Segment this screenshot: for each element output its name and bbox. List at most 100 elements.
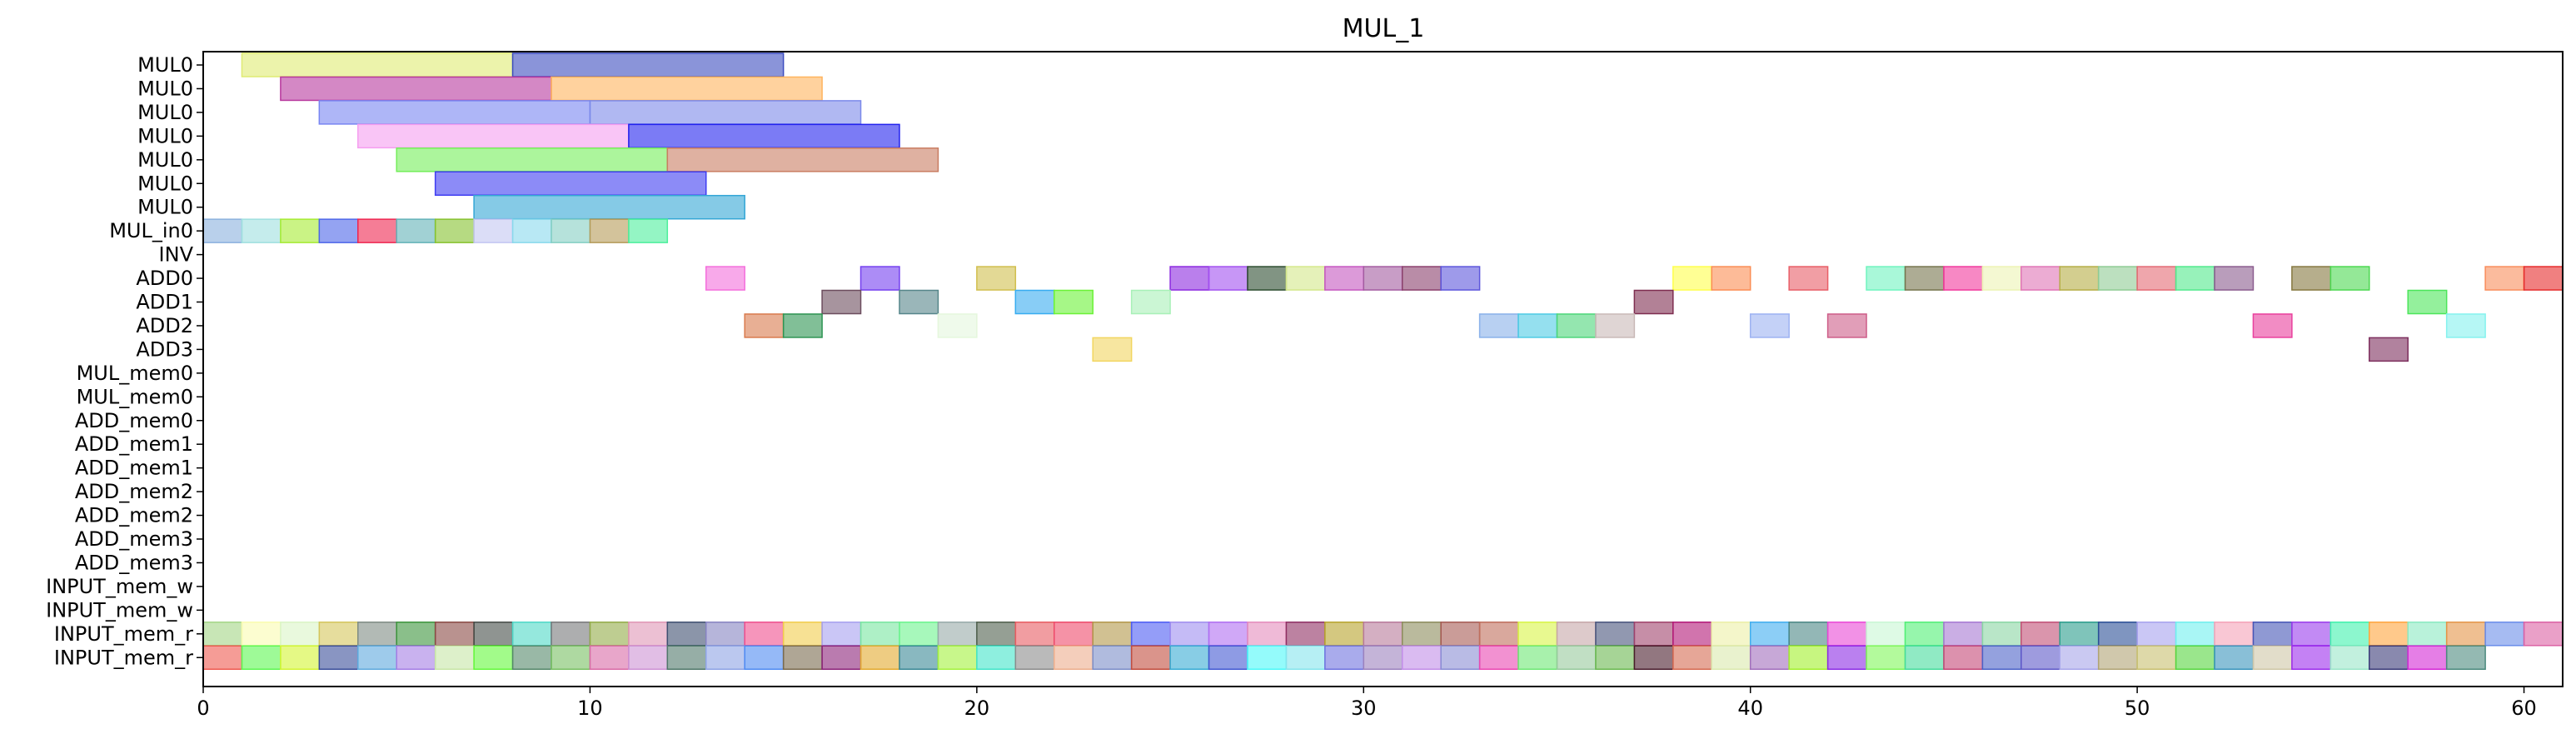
task-bar-127 — [2329, 622, 2370, 647]
task-bar-99 — [1247, 622, 1288, 647]
plot-frame — [202, 51, 2564, 687]
task-bar-154 — [1014, 645, 1055, 670]
task-bar-66 — [1749, 313, 1790, 338]
task-bar-52 — [821, 289, 862, 315]
task-bar-18 — [434, 218, 475, 243]
task-bar-121 — [2097, 622, 2138, 647]
task-bar-57 — [1633, 289, 1674, 315]
y-tick-label-11: ADD2 — [136, 314, 193, 337]
task-bar-107 — [1556, 622, 1597, 647]
y-axis-labels: MUL0MUL0MUL0MUL0MUL0MUL0MUL0MUL_in0INVAD… — [46, 53, 203, 669]
task-bar-109 — [1633, 622, 1674, 647]
x-tick-label-3: 30 — [1351, 697, 1377, 720]
task-bar-98 — [1208, 622, 1248, 647]
y-tick-label-19: ADD_mem2 — [75, 504, 193, 527]
task-bar-105 — [1478, 622, 1519, 647]
task-bar-76 — [357, 622, 397, 647]
task-bar-138 — [396, 645, 436, 670]
task-bar-139 — [434, 645, 475, 670]
task-bar-13 — [241, 218, 282, 243]
task-bar-87 — [782, 622, 823, 647]
task-bar-104 — [1440, 622, 1481, 647]
task-bar-40 — [1943, 266, 1984, 291]
task-bar-24 — [705, 266, 745, 291]
task-bar-185 — [2214, 645, 2255, 670]
task-bar-69 — [2445, 313, 2486, 338]
task-bar-39 — [1904, 266, 1945, 291]
task-bar-34 — [1440, 266, 1481, 291]
task-bar-143 — [589, 645, 630, 670]
task-bar-158 — [1169, 645, 1210, 670]
task-bar-146 — [705, 645, 745, 670]
task-bar-26 — [976, 266, 1017, 291]
task-bar-0 — [241, 52, 514, 77]
x-tick-label-1: 10 — [577, 697, 603, 720]
y-tick-label-22: INPUT_mem_w — [46, 575, 193, 598]
task-bar-86 — [744, 622, 785, 647]
task-bar-36 — [1711, 266, 1751, 291]
y-tick-label-24: INPUT_mem_r — [54, 622, 193, 646]
task-bar-172 — [1711, 645, 1751, 670]
task-bar-17 — [396, 218, 436, 243]
task-bar-169 — [1595, 645, 1636, 670]
task-bar-178 — [1943, 645, 1984, 670]
task-bar-170 — [1633, 645, 1674, 670]
task-bar-190 — [2407, 645, 2448, 670]
task-bar-16 — [357, 218, 397, 243]
task-bar-183 — [2136, 645, 2177, 670]
task-bar-64 — [1556, 313, 1597, 338]
task-bar-90 — [899, 622, 939, 647]
y-tick-label-16: ADD_mem1 — [75, 432, 193, 456]
task-bar-116 — [1904, 622, 1945, 647]
task-bar-67 — [1826, 313, 1867, 338]
task-bar-110 — [1672, 622, 1713, 647]
task-bar-142 — [551, 645, 591, 670]
task-bar-136 — [318, 645, 359, 670]
task-bar-126 — [2291, 622, 2332, 647]
task-bar-95 — [1092, 622, 1133, 647]
task-bar-147 — [744, 645, 785, 670]
y-tick-label-10: ADD1 — [136, 291, 193, 314]
task-bar-160 — [1247, 645, 1288, 670]
task-bar-144 — [628, 645, 669, 670]
task-bar-15 — [318, 218, 359, 243]
task-bar-44 — [2097, 266, 2138, 291]
task-bar-162 — [1324, 645, 1365, 670]
task-bar-166 — [1478, 645, 1519, 670]
task-bar-82 — [589, 622, 630, 647]
y-tick-label-14: MUL_mem0 — [77, 385, 193, 408]
task-bar-188 — [2329, 645, 2370, 670]
task-bar-89 — [859, 622, 900, 647]
task-bar-187 — [2291, 645, 2332, 670]
task-bar-41 — [1981, 266, 2022, 291]
task-bar-72 — [202, 622, 243, 647]
task-bar-125 — [2252, 622, 2293, 647]
task-bar-47 — [2214, 266, 2255, 291]
task-bar-118 — [1981, 622, 2022, 647]
task-bar-43 — [2059, 266, 2100, 291]
task-bar-9 — [666, 147, 939, 172]
task-bar-168 — [1556, 645, 1597, 670]
x-tick-label-4: 40 — [1737, 697, 1763, 720]
y-tick-label-23: INPUT_mem_w — [46, 598, 193, 622]
task-bar-73 — [241, 622, 282, 647]
task-bar-148 — [782, 645, 823, 670]
task-bar-135 — [280, 645, 321, 670]
task-bar-37 — [1788, 266, 1829, 291]
task-bar-50 — [2484, 266, 2525, 291]
task-bar-103 — [1401, 622, 1442, 647]
task-bar-30 — [1285, 266, 1326, 291]
task-bar-61 — [937, 313, 978, 338]
task-bar-112 — [1749, 622, 1790, 647]
task-bar-171 — [1672, 645, 1713, 670]
task-bar-21 — [551, 218, 591, 243]
task-bar-129 — [2407, 622, 2448, 647]
x-tick-label-5: 50 — [2125, 697, 2150, 720]
task-bar-84 — [666, 622, 707, 647]
task-bar-53 — [899, 289, 939, 315]
task-bar-111 — [1711, 622, 1751, 647]
y-tick-label-25: INPUT_mem_r — [54, 646, 193, 669]
task-bar-49 — [2329, 266, 2370, 291]
task-bar-163 — [1363, 645, 1403, 670]
y-tick-label-17: ADD_mem1 — [75, 457, 193, 480]
